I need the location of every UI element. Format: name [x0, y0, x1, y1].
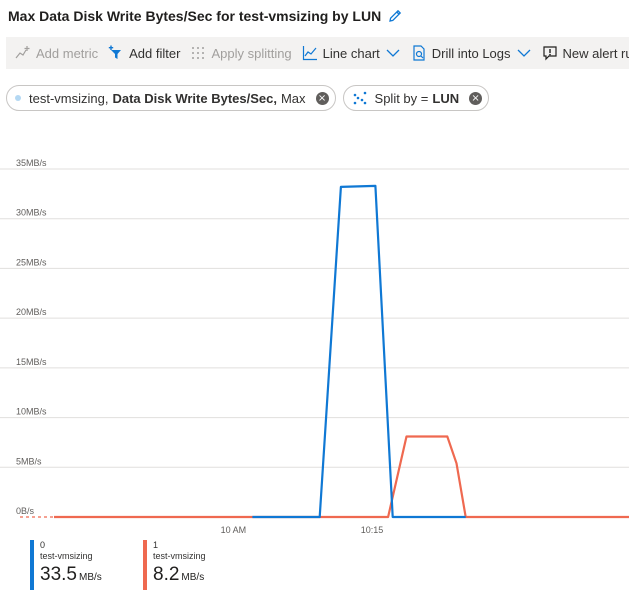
- legend-unit: MB/s: [181, 572, 205, 583]
- splitting-icon: [353, 91, 366, 105]
- metric-color-dot: [15, 95, 21, 101]
- legend-color-bar: [143, 540, 147, 590]
- legend-item[interactable]: 0 test-vmsizing 33.5 MB/s: [30, 540, 102, 591]
- chart-title: Max Data Disk Write Bytes/Sec for test-v…: [8, 8, 382, 24]
- chevron-down-icon: [517, 49, 530, 57]
- metric-aggregation: Max: [280, 90, 306, 106]
- pencil-edit-icon[interactable]: [387, 8, 403, 24]
- add-metric-icon: [15, 46, 30, 59]
- add-filter-button[interactable]: Add filter: [103, 40, 185, 66]
- metric-resource: test-vmsizing,: [29, 90, 109, 106]
- y-tick-label: 15MB/s: [16, 357, 47, 367]
- split-by-pill[interactable]: Split by = LUN ×: [342, 85, 490, 111]
- legend-series-name: 1: [153, 540, 159, 550]
- add-filter-label: Add filter: [129, 45, 181, 61]
- split-by-label: Split by =: [374, 90, 429, 106]
- legend-value: 8.2: [153, 564, 180, 585]
- remove-metric-icon[interactable]: ×: [315, 91, 329, 105]
- y-tick-label: 30MB/s: [16, 208, 47, 218]
- legend-item[interactable]: 1 test-vmsizing 8.2 MB/s: [143, 540, 206, 591]
- metric-pill-row: test-vmsizing, Data Disk Write Bytes/Sec…: [6, 85, 490, 111]
- y-tick-label: 20MB/s: [16, 307, 47, 317]
- y-tick-label: 0B/s: [16, 506, 35, 516]
- remove-split-icon[interactable]: ×: [469, 91, 483, 105]
- y-tick-label: 5MB/s: [16, 456, 42, 466]
- legend-resource: test-vmsizing: [40, 551, 93, 561]
- metric-name: Data Disk Write Bytes/Sec,: [112, 90, 277, 106]
- x-tick-label: 10:15: [361, 525, 384, 535]
- y-tick-label: 25MB/s: [16, 257, 47, 267]
- splitting-icon: [192, 47, 205, 59]
- add-metric-label: Add metric: [36, 45, 99, 61]
- legend-unit: MB/s: [78, 572, 102, 583]
- split-by-value: LUN: [432, 90, 460, 106]
- apply-splitting-button[interactable]: Apply splitting: [185, 40, 296, 66]
- new-alert-rule-button[interactable]: New alert rule: [537, 40, 629, 66]
- series-line-lun-0: [252, 184, 466, 519]
- logs-icon: [413, 45, 425, 61]
- line-chart[interactable]: 0B/s 5MB/s 10MB/s 15MB/s 20MB/s 25MB/s 30MB/s 3…: [0, 150, 629, 540]
- drill-into-logs-label: Drill into Logs: [431, 45, 511, 61]
- line-chart-icon: [302, 46, 317, 61]
- line-chart-label: Line chart: [322, 45, 380, 61]
- filter-plus-icon: [108, 45, 122, 59]
- x-tick-label: 10 AM: [221, 525, 247, 535]
- drill-into-logs-dropdown[interactable]: Drill into Logs: [406, 40, 537, 66]
- chart-title-row: Max Data Disk Write Bytes/Sec for test-v…: [8, 6, 403, 26]
- y-tick-label: 10MB/s: [16, 407, 47, 417]
- y-tick-label: 35MB/s: [16, 158, 47, 168]
- legend-resource: test-vmsizing: [153, 551, 206, 561]
- line-chart-dropdown[interactable]: Line chart: [297, 40, 406, 66]
- add-metric-button[interactable]: Add metric: [10, 40, 103, 66]
- new-alert-rule-label: New alert rule: [562, 45, 629, 61]
- legend-color-bar: [30, 540, 34, 590]
- chevron-down-icon: [386, 49, 400, 57]
- alert-icon: [542, 46, 557, 61]
- legend-value: 33.5: [40, 564, 77, 585]
- metric-pill[interactable]: test-vmsizing, Data Disk Write Bytes/Sec…: [6, 85, 336, 111]
- apply-splitting-label: Apply splitting: [211, 45, 292, 61]
- legend-series-name: 0: [40, 540, 46, 550]
- metrics-toolbar: Add metric Add filter Apply splitting Li…: [6, 37, 629, 69]
- series-line-lun-1: [54, 435, 629, 519]
